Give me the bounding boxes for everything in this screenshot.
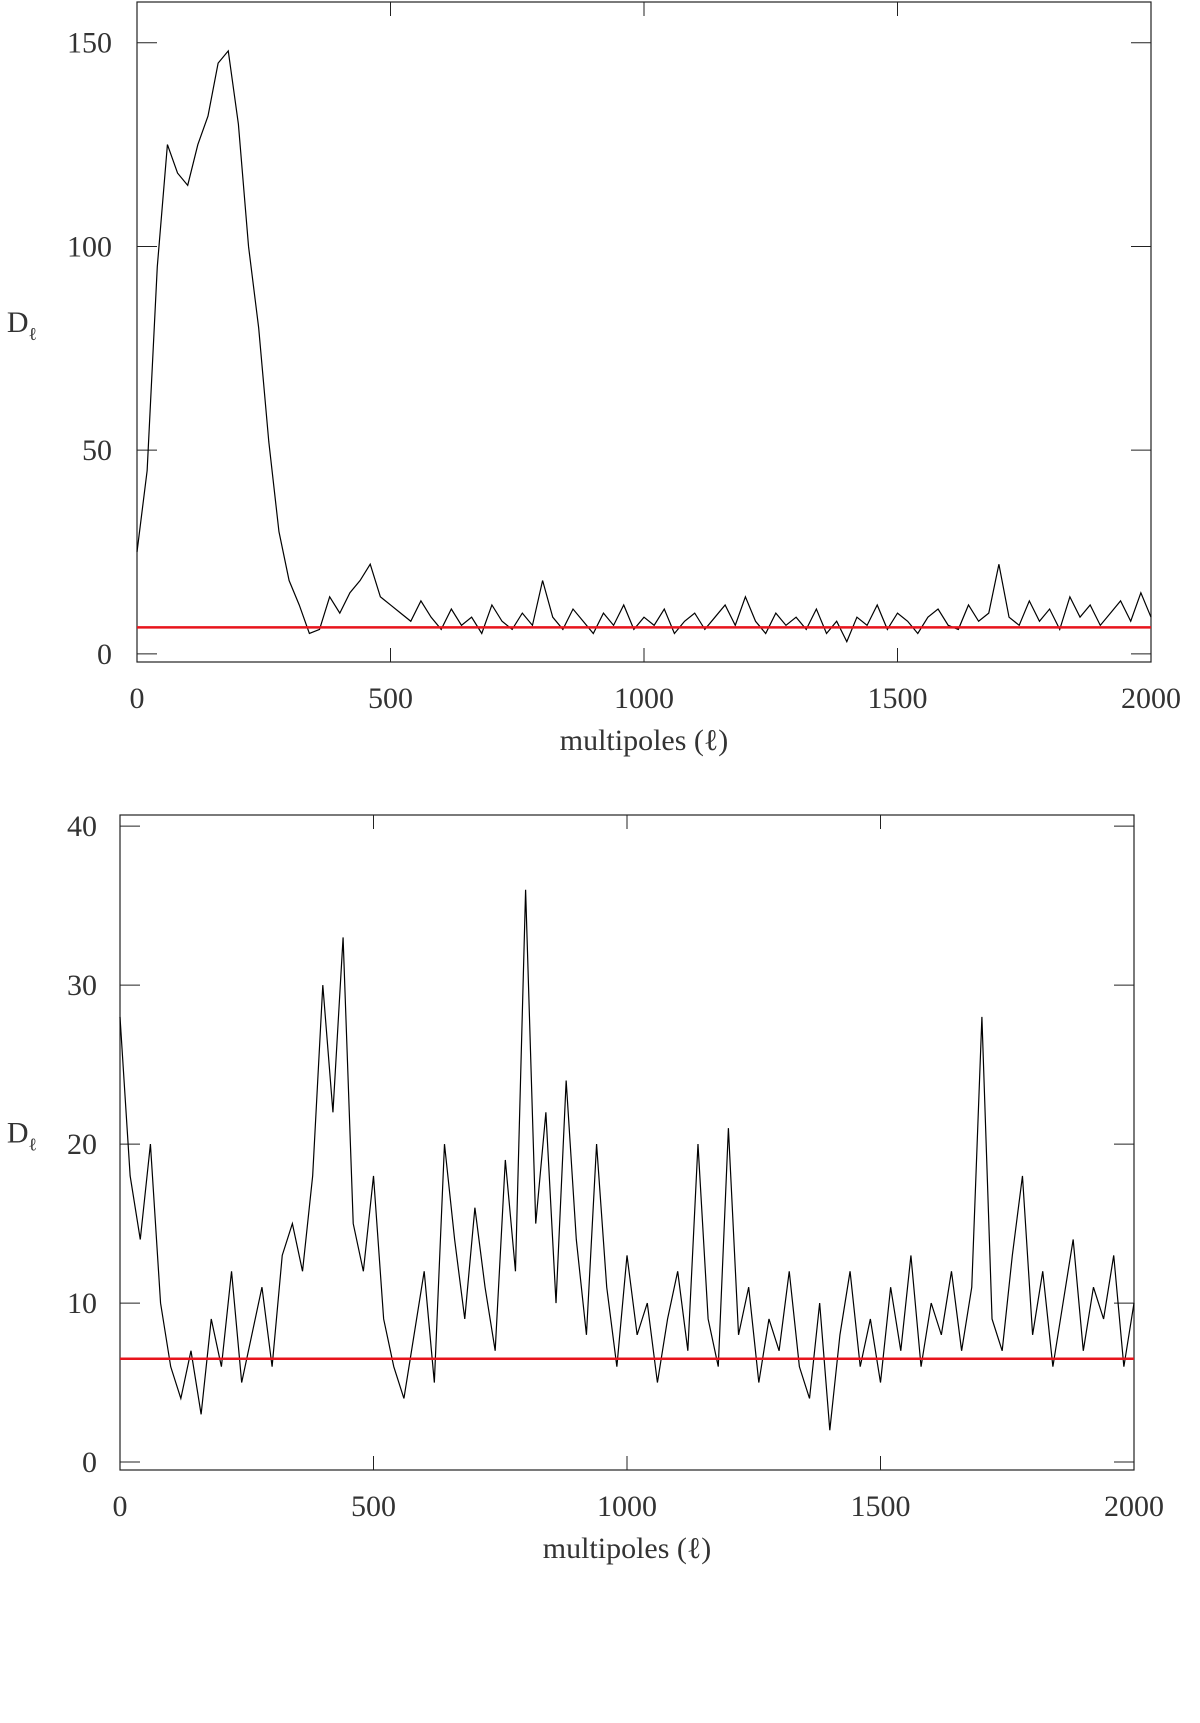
y-axis-title: Dℓ (7, 1117, 37, 1155)
y-tick-label: 0 (82, 1446, 97, 1479)
y-axis-title-main: D (7, 1117, 29, 1150)
y-tick-label: 40 (67, 810, 97, 843)
y-axis-title-sub: ℓ (29, 324, 38, 344)
x-tick-label: 1000 (597, 1490, 657, 1523)
y-tick-label: 20 (67, 1128, 97, 1161)
x-tick-label: 500 (368, 682, 413, 715)
plot-frame (136, 1, 1152, 663)
y-axis-title-sub: ℓ (29, 1135, 38, 1155)
x-tick-label: 500 (351, 1490, 396, 1523)
plot-frame (119, 814, 1135, 1471)
x-tick-label: 0 (130, 682, 145, 715)
x-tick-label: 2000 (1121, 682, 1181, 715)
x-tick-label: 1500 (868, 682, 928, 715)
y-tick-label: 150 (67, 27, 112, 60)
x-tick-label: 2000 (1104, 1490, 1164, 1523)
x-tick-label: 1000 (614, 682, 674, 715)
y-tick-label: 30 (67, 969, 97, 1002)
y-tick-label: 100 (67, 230, 112, 263)
x-axis-title: multipoles (ℓ) (560, 724, 729, 757)
y-tick-label: 50 (82, 434, 112, 467)
x-axis-title: multipoles (ℓ) (543, 1532, 712, 1565)
data-line (136, 49, 1152, 644)
y-axis-title-main: D (7, 306, 29, 339)
y-tick-label: 10 (67, 1287, 97, 1320)
x-tick-label: 1500 (851, 1490, 911, 1523)
x-tick-label: 0 (113, 1490, 128, 1523)
y-tick-label: 0 (97, 638, 112, 671)
y-axis-title: Dℓ (7, 306, 37, 344)
data-line (119, 889, 1135, 1431)
